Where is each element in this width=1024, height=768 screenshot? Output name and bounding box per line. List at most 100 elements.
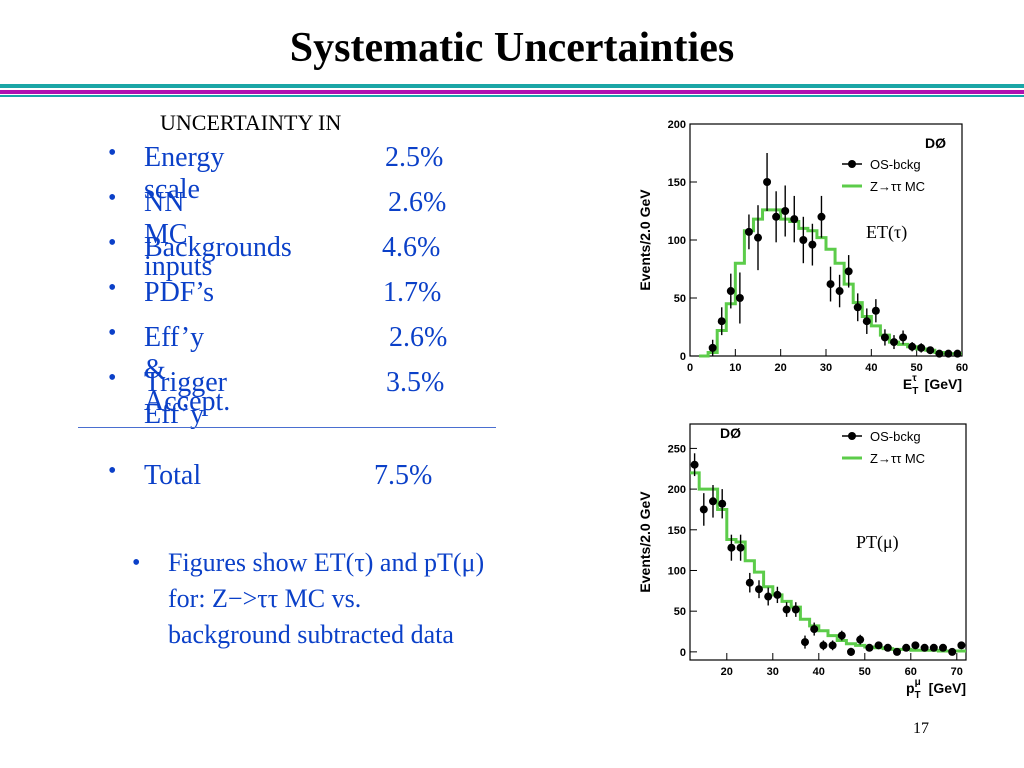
data-point [837, 631, 846, 640]
data-point [790, 215, 799, 224]
x-axis-label-main: p [906, 680, 915, 696]
uncertainty-label: Backgrounds [144, 232, 292, 263]
x-axis-label: ETτ [GeV] [903, 373, 962, 397]
page-number: 17 [913, 720, 929, 737]
y-tick-label: 150 [668, 525, 686, 537]
y-tick-label: 100 [668, 565, 686, 577]
data-point [929, 643, 938, 652]
legend-marker-point [848, 160, 856, 168]
total-value: 7.5% [374, 460, 433, 491]
x-axis-label-subscript: T [912, 386, 918, 397]
x-axis-label-subscript: T [915, 690, 921, 701]
data-point [953, 349, 962, 358]
bullet: • [132, 550, 141, 576]
uncertainty-value: 2.5% [385, 142, 444, 173]
data-point [735, 294, 744, 302]
data-point [893, 647, 901, 656]
data-point [926, 346, 935, 355]
uncertainty-value: 2.6% [389, 322, 448, 353]
y-tick-label: 150 [668, 177, 686, 189]
chart-annotation: ET(τ) [866, 222, 907, 243]
y-tick-label: 0 [680, 647, 686, 659]
x-tick-label: 70 [951, 666, 963, 678]
x-tick-label: 60 [905, 666, 917, 678]
et-tau-chart: 0 50 100 150 200 0 10 20 30 40 50 60 Events/2.0 GeV E… [637, 119, 968, 397]
y-tick-label: 0 [680, 351, 686, 363]
data-point [874, 641, 883, 650]
x-tick-label: 50 [859, 666, 871, 678]
data-point [871, 306, 880, 315]
data-point [690, 460, 699, 469]
x-tick-label: 30 [767, 666, 779, 678]
y-axis-label: Events/2.0 GeV [637, 189, 653, 291]
title-rule-teal [0, 84, 1024, 88]
data-point [819, 641, 828, 650]
total-row: • Total 7.5% [108, 458, 508, 500]
legend-label-data: OS-bckg [870, 429, 921, 444]
data-point [920, 643, 929, 652]
data-point [817, 212, 826, 221]
x-axis-label: pTμ [GeV] [906, 677, 966, 701]
data-point [791, 605, 800, 614]
data-point [772, 212, 781, 221]
figure-note-line-1: Figures show ET(τ) and pT(μ) [168, 548, 485, 577]
data-point [862, 317, 871, 326]
data-point [880, 333, 889, 342]
x-tick-label: 40 [813, 666, 825, 678]
x-tick-label: 40 [865, 362, 877, 374]
data-point [717, 317, 726, 326]
uncertainty-label: Energy scale [144, 142, 225, 205]
data-point [911, 641, 920, 650]
data-point [726, 287, 735, 296]
y-axis-label: Events/2.0 GeV [637, 491, 653, 593]
mc-step-line [690, 471, 966, 653]
total-label: Total [144, 460, 202, 491]
data-point [709, 497, 717, 506]
data-point [782, 605, 791, 614]
uncertainty-label: PDF’s [144, 277, 215, 308]
bullet: • [108, 365, 117, 391]
data-point [902, 643, 911, 652]
data-point [948, 647, 957, 656]
x-tick-label: 20 [721, 666, 733, 678]
y-tick-label: 50 [674, 293, 686, 305]
total-separator [78, 427, 496, 428]
uncertainty-label: NN MC inputs [144, 187, 213, 282]
data-point [764, 592, 773, 601]
data-point [718, 499, 727, 508]
data-point [853, 303, 862, 312]
bullet: • [108, 230, 117, 256]
data-point [908, 342, 917, 351]
data-point [801, 638, 809, 647]
x-tick-label: 60 [956, 362, 968, 374]
x-axis-label-unit: [GeV] [925, 680, 966, 696]
data-point [755, 585, 763, 594]
data-point [699, 505, 708, 514]
data-point [745, 578, 754, 587]
data-point [828, 641, 837, 650]
title-rule-teal-lower [0, 95, 1024, 97]
figure-note-line-2: for: Z−>ττ MC vs. [168, 584, 362, 613]
plot-frame [689, 423, 967, 661]
uncertainty-value: 3.5% [386, 367, 445, 398]
bullet: • [108, 320, 117, 346]
y-tick-label: 200 [668, 484, 686, 496]
x-tick-label: 30 [820, 362, 832, 374]
uncertainty-value: 4.6% [382, 232, 441, 263]
data-point [736, 543, 745, 552]
experiment-label: DØ [720, 425, 741, 441]
data-point [883, 643, 892, 652]
data-point [899, 333, 908, 342]
pt-mu-chart: 0 50 100 150 200 250 20 30 40 50 60 70 Events/2.0 Ge… [637, 423, 967, 701]
data-point [781, 207, 790, 215]
data-point [917, 343, 926, 352]
y-tick-label: 100 [668, 235, 686, 247]
data-point [890, 338, 898, 347]
data-point [835, 287, 844, 296]
y-tick-label: 200 [668, 119, 686, 131]
x-tick-label: 0 [687, 362, 693, 374]
y-tick-label: 250 [668, 443, 686, 455]
data-point [826, 280, 835, 289]
chart-annotation: PT(μ) [856, 532, 899, 553]
uncertainty-value: 1.7% [383, 277, 442, 308]
